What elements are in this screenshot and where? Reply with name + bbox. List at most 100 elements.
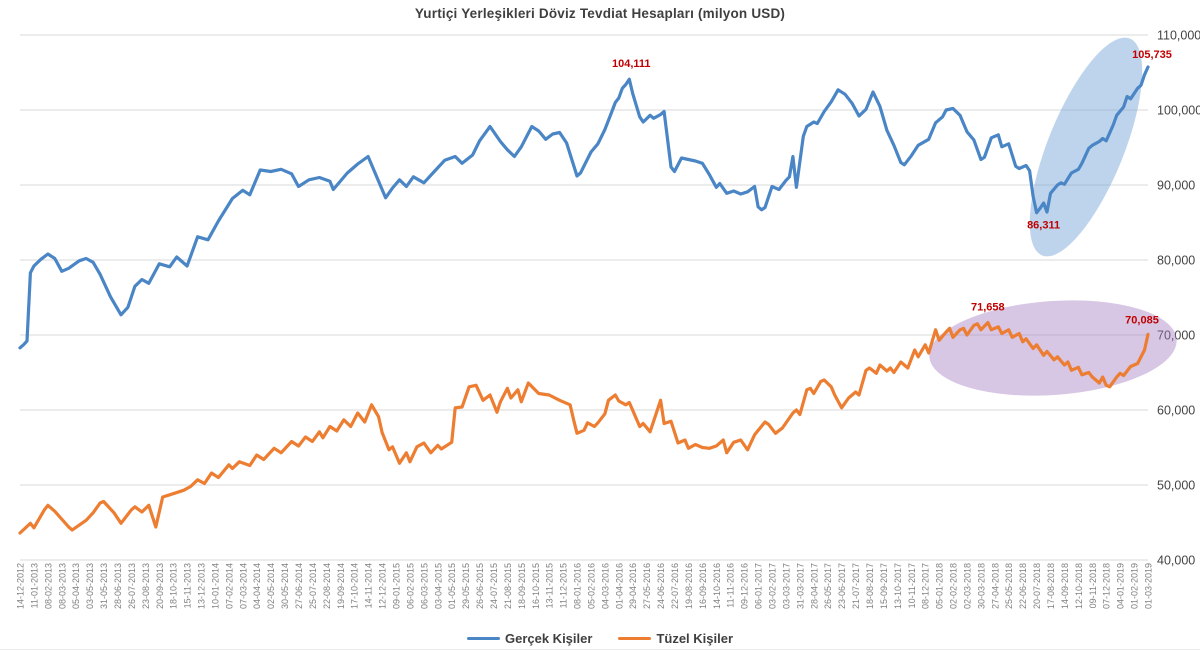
x-tick-label: 13-12-2013 — [197, 563, 207, 609]
x-tick-label: 30-05-2014 — [280, 563, 290, 609]
x-tick-label: 08-03-2013 — [57, 563, 67, 609]
y-tick-label: 90,000 — [1157, 179, 1195, 193]
x-tick-label: 20-07-2018 — [1032, 563, 1042, 609]
x-tick-label: 29-05-2015 — [461, 563, 471, 609]
x-tick-label: 03-03-2017 — [781, 563, 791, 609]
legend-line-swatch-blue — [466, 636, 500, 641]
x-tick-label: 13-11-2015 — [545, 563, 555, 608]
x-tick-label: 01-03-2019 — [1144, 563, 1154, 609]
x-tick-label: 15-11-2013 — [183, 563, 193, 608]
x-tick-label: 18-09-2015 — [517, 563, 527, 609]
x-tick-label: 01-04-2016 — [614, 563, 624, 609]
x-tick-label: 10-11-2017 — [907, 563, 917, 608]
x-tick-label: 12-12-2014 — [378, 563, 388, 609]
x-tick-label: 05-02-2016 — [586, 563, 596, 609]
x-tick-label: 25-07-2014 — [308, 563, 318, 609]
x-tick-label: 04-01-2019 — [1116, 563, 1126, 609]
x-tick-label: 08-12-2017 — [921, 563, 931, 609]
x-tick-label: 02-05-2014 — [266, 563, 276, 609]
x-tick-label: 07-12-2018 — [1102, 563, 1112, 609]
x-tick-label: 20-09-2013 — [155, 563, 165, 609]
x-tick-label: 01-02-2019 — [1130, 563, 1140, 609]
x-tick-label: 05-01-2018 — [935, 563, 945, 609]
x-tick-label: 06-01-2017 — [754, 563, 764, 609]
x-tick-label: 22-08-2014 — [322, 563, 332, 609]
annotation-label: 105,735 — [1132, 49, 1172, 61]
x-tick-label: 17-08-2018 — [1046, 563, 1056, 609]
x-tick-label: 24-06-2016 — [656, 563, 666, 609]
x-tick-label: 06-03-2015 — [419, 563, 429, 609]
x-tick-label: 11-12-2015 — [559, 563, 569, 608]
x-tick-label: 26-06-2015 — [475, 563, 485, 609]
x-tick-label: 27-06-2014 — [294, 563, 304, 609]
x-tick-label: 14-11-2014 — [364, 563, 374, 608]
x-tick-label: 18-10-2013 — [169, 563, 179, 609]
y-tick-label: 40,000 — [1157, 554, 1195, 568]
x-tick-label: 19-08-2016 — [684, 563, 694, 609]
x-tick-label: 27-05-2016 — [642, 563, 652, 609]
x-tick-label: 12-10-2018 — [1074, 563, 1084, 609]
x-tick-label: 06-02-2015 — [405, 563, 415, 609]
x-tick-label: 26-07-2013 — [127, 563, 137, 609]
x-tick-label: 29-04-2016 — [628, 563, 638, 609]
x-tick-label: 31-05-2013 — [99, 563, 109, 609]
highlight-blue-ellipse — [1029, 37, 1143, 257]
x-tick-label: 09-01-2015 — [392, 563, 402, 609]
x-tick-label: 10-01-2014 — [210, 563, 220, 609]
x-tick-label: 14-10-2016 — [712, 563, 722, 609]
x-tick-label: 01-05-2015 — [447, 563, 457, 609]
x-tick-label: 02-02-2018 — [949, 563, 959, 609]
x-tick-label: 30-03-2018 — [976, 563, 986, 609]
x-tick-label: 19-09-2014 — [336, 563, 346, 609]
highlight-purple-ellipse — [929, 300, 1177, 396]
x-tick-label: 28-04-2017 — [809, 563, 819, 609]
x-tick-label: 18-08-2017 — [865, 563, 875, 609]
x-tick-label: 04-03-2016 — [600, 563, 610, 609]
legend-label: Gerçek Kişiler — [504, 631, 593, 646]
x-tick-label: 02-03-2018 — [962, 563, 972, 609]
x-tick-label: 21-08-2015 — [503, 563, 513, 609]
x-tick-label: 14-12-2012 — [16, 563, 26, 609]
x-tick-label: 22-06-2018 — [1018, 563, 1028, 609]
y-tick-label: 60,000 — [1157, 404, 1195, 418]
x-tick-label: 11-11-2016 — [726, 563, 736, 608]
x-tick-label: 23-08-2013 — [141, 563, 151, 609]
x-tick-label: 26-05-2017 — [823, 563, 833, 609]
legend-line-swatch-orange — [618, 636, 652, 641]
x-tick-label: 07-02-2014 — [224, 563, 234, 609]
legend: Gerçek Kişiler Tüzel Kişiler — [0, 631, 1200, 646]
legend-label: Tüzel Kişiler — [656, 631, 734, 646]
x-tick-label: 03-05-2013 — [85, 563, 95, 609]
x-tick-label: 03-02-2017 — [768, 563, 778, 609]
x-tick-label: 17-10-2014 — [350, 563, 360, 609]
series-line-ger-ek-ki-iler — [18, 65, 1150, 350]
y-tick-label: 100,000 — [1157, 104, 1200, 118]
x-tick-label: 13-10-2017 — [893, 563, 903, 609]
x-tick-label: 11-01-2013 — [29, 563, 39, 608]
x-tick-label: 05-04-2013 — [71, 563, 81, 609]
series-line-t-zel-ki-iler — [18, 321, 1150, 535]
x-tick-label: 07-03-2014 — [238, 563, 248, 609]
x-tick-label: 03-04-2015 — [433, 563, 443, 609]
annotation-label: 71,658 — [971, 302, 1005, 314]
x-tick-label: 24-07-2015 — [489, 563, 499, 609]
x-tick-label: 08-02-2013 — [43, 563, 53, 609]
legend-item-gercek-kisiler: Gerçek Kişiler — [466, 631, 593, 646]
y-tick-label: 50,000 — [1157, 479, 1195, 493]
legend-item-tuzel-kisiler: Tüzel Kişiler — [618, 631, 733, 646]
x-tick-label: 22-07-2016 — [670, 563, 680, 609]
x-tick-label: 25-05-2018 — [1004, 563, 1014, 609]
x-tick-label: 09-12-2016 — [740, 563, 750, 609]
x-tick-label: 21-07-2017 — [851, 563, 861, 609]
x-tick-label: 04-04-2014 — [252, 563, 262, 609]
x-tick-label: 16-10-2015 — [531, 563, 541, 609]
x-tick-label: 08-01-2016 — [573, 563, 583, 609]
x-tick-label: 09-11-2018 — [1088, 563, 1098, 608]
chart-title: Yurtiçi Yerleşikleri Döviz Tevdiat Hesap… — [414, 6, 786, 21]
x-tick-label: 16-09-2016 — [698, 563, 708, 609]
x-tick-label: 31-03-2017 — [795, 563, 805, 609]
x-tick-label: 23-06-2017 — [837, 563, 847, 609]
annotation-label: 86,311 — [1027, 220, 1060, 232]
